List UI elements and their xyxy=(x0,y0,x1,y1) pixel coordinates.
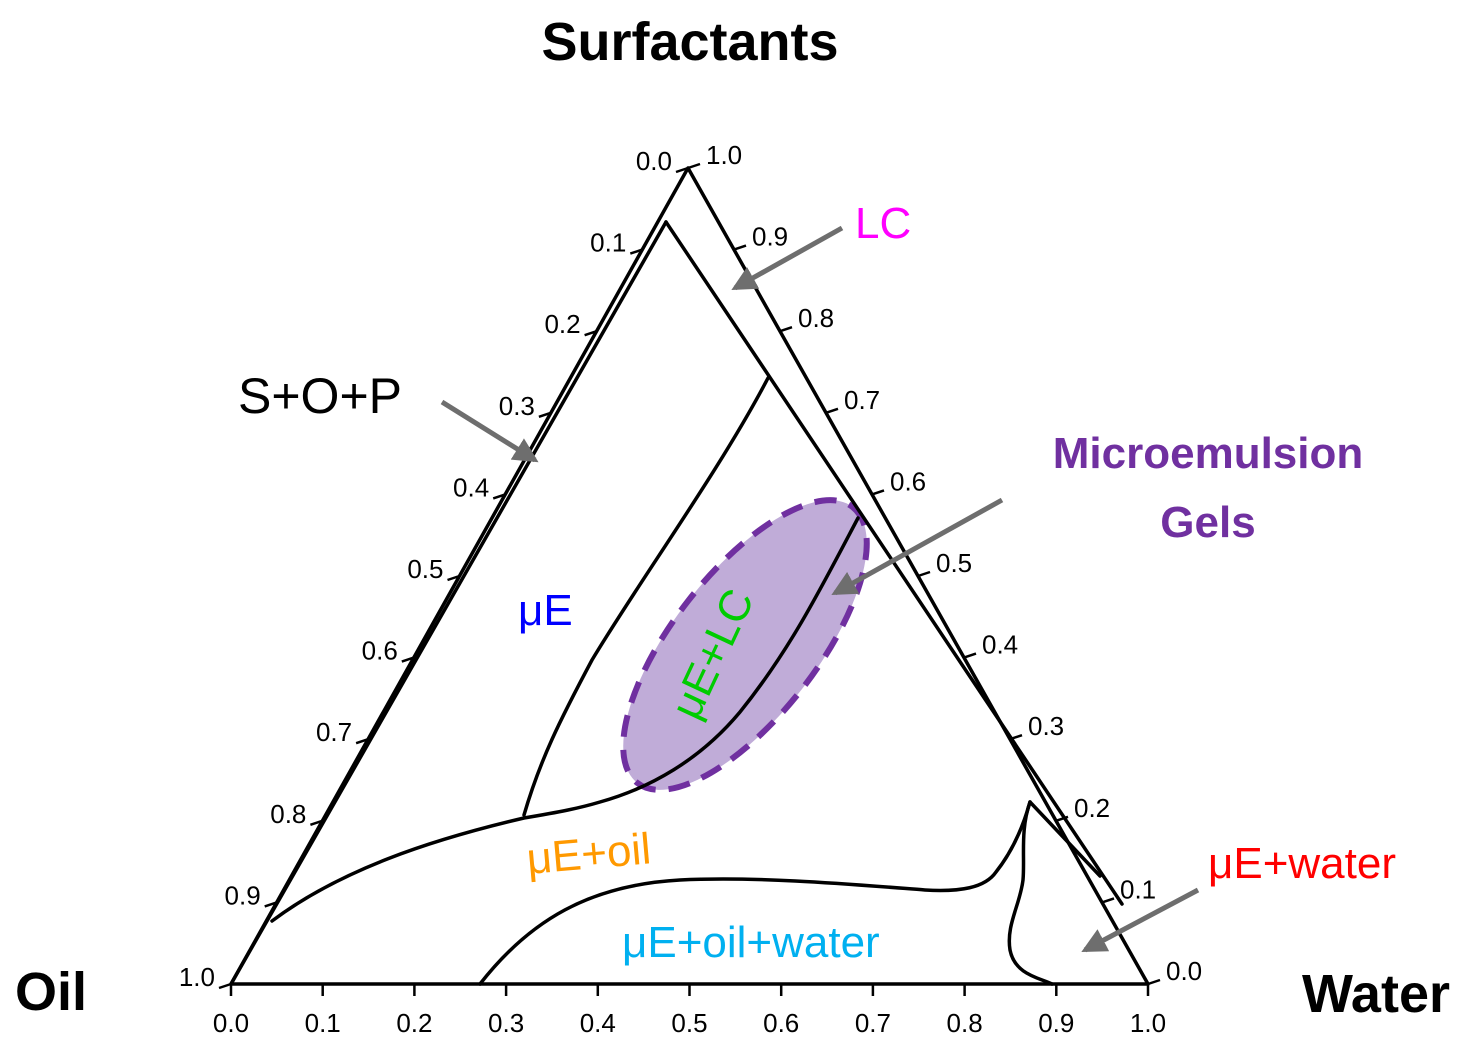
arrow-ue-water xyxy=(1081,887,1200,953)
right-tick-mark xyxy=(1101,897,1115,904)
right-tick-label: 0.8 xyxy=(798,303,834,333)
right-tick-mark xyxy=(1147,978,1161,986)
boundary-water-side xyxy=(1007,800,1054,986)
right-tick-mark xyxy=(871,489,885,496)
right-tick-label: 1.0 xyxy=(706,140,742,170)
arrow-microemulsion-gels xyxy=(831,497,1004,596)
right-tick-mark xyxy=(825,407,839,414)
left-tick-mark xyxy=(218,982,232,990)
left-tick-label: 0.8 xyxy=(270,799,306,829)
left-tick-mark xyxy=(492,493,506,500)
vertex-label-surfactants: Surfactants xyxy=(541,12,838,72)
boundary-water-tip xyxy=(1028,800,1102,878)
left-tick-label: 0.3 xyxy=(499,391,535,421)
right-tick-label: 0.0 xyxy=(1166,956,1202,986)
left-tick-mark xyxy=(401,656,415,663)
microemulsion-gel-region xyxy=(620,497,870,793)
bottom-tick-label: 0.0 xyxy=(213,1008,249,1038)
left-tick-mark xyxy=(629,248,643,255)
bottom-tick-label: 0.2 xyxy=(396,1008,432,1038)
right-tick-label: 0.2 xyxy=(1074,793,1110,823)
label-ue-water: μE+water xyxy=(1208,839,1396,888)
left-tick-mark xyxy=(675,166,689,174)
left-tick-label: 0.0 xyxy=(636,146,672,176)
bottom-tick-label: 0.9 xyxy=(1038,1008,1074,1038)
boundary-ue-oil xyxy=(270,516,860,923)
right-tick-label: 0.9 xyxy=(752,222,788,252)
right-tick-label: 0.7 xyxy=(844,385,880,415)
bottom-tick-label: 0.1 xyxy=(305,1008,341,1038)
left-tick-mark xyxy=(447,574,460,582)
label-sop: S+O+P xyxy=(238,368,402,424)
left-tick-label: 0.2 xyxy=(544,309,580,339)
left-tick-label: 0.6 xyxy=(362,636,398,666)
boundary-three-phase xyxy=(478,800,1032,986)
arrow-lc xyxy=(731,225,844,291)
callout-gels: Gels xyxy=(1160,498,1255,547)
left-tick-label: 0.9 xyxy=(225,880,261,910)
right-tick-label: 0.3 xyxy=(1028,711,1064,741)
boundary-sop-line xyxy=(229,220,668,986)
vertex-label-water: Water xyxy=(1302,964,1450,1024)
arrow-sop xyxy=(440,399,539,463)
right-tick-label: 0.1 xyxy=(1120,874,1156,904)
bottom-tick-label: 0.6 xyxy=(763,1008,799,1038)
right-tick-mark xyxy=(687,162,701,170)
boundary-lc-mid xyxy=(522,376,770,817)
left-tick-label: 1.0 xyxy=(179,962,215,992)
ternary-triangle xyxy=(229,166,1150,986)
left-tick-label: 0.5 xyxy=(407,554,443,584)
bottom-tick-label: 0.3 xyxy=(488,1008,524,1038)
bottom-tick-label: 0.8 xyxy=(947,1008,983,1038)
label-ue-oil: μE+oil xyxy=(525,824,653,884)
label-lc: LC xyxy=(855,199,911,248)
label-ue-oil-water: μE+oil+water xyxy=(622,918,880,967)
bottom-tick-label: 1.0 xyxy=(1130,1008,1166,1038)
left-tick-label: 0.7 xyxy=(316,717,352,747)
left-tick-mark xyxy=(355,738,369,745)
axis-ticks: 0.00.0 1.00.10.1 0.90.20.2 0.80.30.3 0.70.40… xyxy=(179,140,1202,1038)
right-tick-label: 0.5 xyxy=(936,548,972,578)
label-ue: μE xyxy=(518,586,573,635)
vertex-label-oil: Oil xyxy=(15,962,87,1022)
right-tick-label: 0.4 xyxy=(982,630,1018,660)
bottom-tick-label: 0.5 xyxy=(671,1008,707,1038)
left-tick-mark xyxy=(264,901,278,908)
bottom-tick-label: 0.7 xyxy=(855,1008,891,1038)
right-tick-mark xyxy=(963,652,977,659)
right-tick-mark xyxy=(733,244,747,251)
right-tick-label: 0.6 xyxy=(890,466,926,496)
bottom-tick-label: 0.4 xyxy=(580,1008,616,1038)
left-tick-mark xyxy=(310,819,323,826)
callout-microemulsion: Microemulsion xyxy=(1053,429,1364,478)
right-tick-mark xyxy=(779,326,793,333)
right-tick-mark xyxy=(917,570,931,578)
left-tick-label: 0.1 xyxy=(590,228,626,258)
left-tick-mark xyxy=(584,330,597,337)
left-tick-label: 0.4 xyxy=(453,472,489,502)
left-tick-mark xyxy=(538,411,552,418)
